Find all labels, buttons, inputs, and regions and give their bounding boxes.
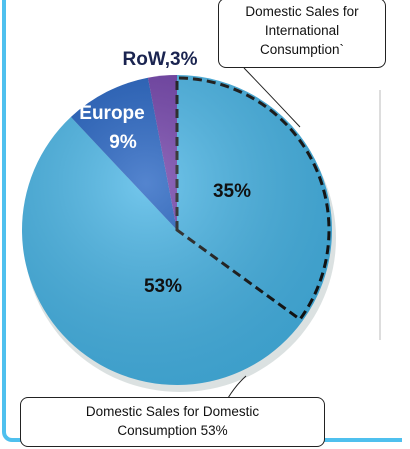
value-label: RoW,3% [123,49,198,70]
callout-connector [227,375,247,399]
callout-connector [243,67,301,128]
callout-text: Domestic Sales for Domestic Consumption … [85,404,260,438]
callout-box: Domestic Sales for Domestic Consumption … [20,397,325,447]
value-label: 35% [213,181,251,202]
value-label: 9% [109,132,137,153]
category-label: Europe [79,103,144,124]
callout-text: Domestic Sales for International Consump… [245,4,359,57]
value-label: 53% [144,276,182,297]
callout-box: Domestic Sales for International Consump… [218,0,386,68]
